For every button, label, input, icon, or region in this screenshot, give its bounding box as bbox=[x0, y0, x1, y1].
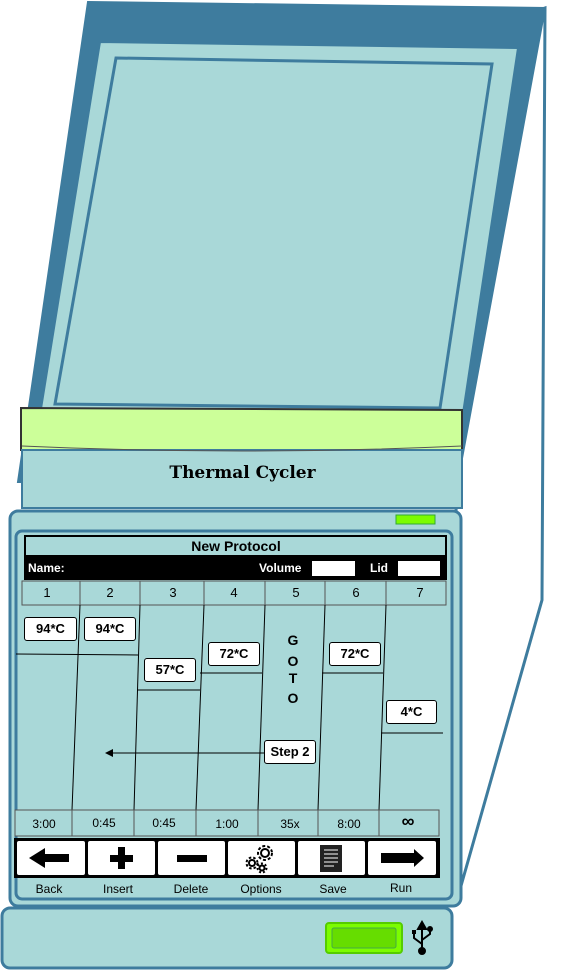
usb-icon bbox=[412, 919, 433, 955]
lid-input bbox=[398, 561, 440, 576]
temp-box-step-7[interactable]: 4*C bbox=[386, 700, 437, 724]
status-led bbox=[395, 514, 436, 525]
goto-target-box[interactable]: Step 2 bbox=[264, 740, 316, 764]
column-number: 3 bbox=[169, 585, 177, 600]
gears-icon bbox=[245, 845, 273, 874]
options-label: Options bbox=[240, 882, 282, 896]
column-number: 4 bbox=[230, 585, 238, 600]
run-label: Run bbox=[389, 881, 412, 895]
delete-label: Delete bbox=[173, 882, 209, 896]
brand-label: Thermal Cycler bbox=[169, 463, 316, 483]
document-icon bbox=[320, 845, 342, 872]
column-number: 1 bbox=[43, 585, 51, 600]
insert-label: Insert bbox=[102, 882, 133, 896]
arrow-left-icon bbox=[29, 848, 69, 868]
goto-letter: G bbox=[287, 632, 299, 648]
column-number: 7 bbox=[416, 585, 424, 600]
column-number: 2 bbox=[106, 585, 114, 600]
arrow-right-icon bbox=[381, 849, 424, 867]
green-strip bbox=[20, 406, 463, 451]
insert-button[interactable] bbox=[87, 840, 156, 876]
lid-window bbox=[53, 56, 494, 410]
save-label: Save bbox=[319, 882, 347, 896]
temp-box-step-3[interactable]: 57*C bbox=[144, 658, 196, 682]
step-time[interactable]: 0:45 bbox=[92, 816, 116, 830]
volume-field[interactable] bbox=[312, 561, 355, 576]
volume-label: Volume bbox=[259, 561, 302, 575]
step-time-infinite[interactable]: ∞ bbox=[401, 811, 415, 831]
goto-letter: O bbox=[287, 653, 299, 669]
plus-icon bbox=[110, 847, 133, 869]
minus-icon bbox=[177, 855, 207, 862]
temp-box-step-1[interactable]: 94*C bbox=[24, 617, 77, 641]
temp-box-step-2[interactable]: 94*C bbox=[84, 617, 136, 641]
goto-letter: O bbox=[287, 690, 299, 706]
delete-button[interactable] bbox=[157, 840, 226, 876]
back-button[interactable] bbox=[16, 840, 86, 876]
temp-box-step-4[interactable]: 72*C bbox=[208, 642, 260, 666]
lid-field[interactable] bbox=[398, 561, 440, 576]
screen-title: New Protocol bbox=[191, 538, 281, 554]
step-time[interactable]: 1:00 bbox=[215, 817, 239, 831]
step-time[interactable]: 8:00 bbox=[337, 817, 361, 831]
step-cycles[interactable]: 35x bbox=[280, 817, 300, 831]
column-number: 5 bbox=[292, 585, 300, 600]
volume-input bbox=[312, 561, 355, 576]
goto-letter: T bbox=[288, 670, 298, 686]
options-button[interactable] bbox=[227, 840, 296, 876]
temp-box-step-6[interactable]: 72*C bbox=[329, 642, 381, 666]
name-label: Name: bbox=[28, 561, 65, 575]
back-label: Back bbox=[35, 882, 63, 896]
lid-label: Lid bbox=[370, 561, 388, 575]
step-time[interactable]: 3:00 bbox=[32, 817, 56, 831]
save-button[interactable] bbox=[297, 840, 366, 876]
step-time[interactable]: 0:45 bbox=[152, 816, 176, 830]
run-button[interactable] bbox=[367, 840, 437, 876]
column-number: 6 bbox=[352, 585, 360, 600]
